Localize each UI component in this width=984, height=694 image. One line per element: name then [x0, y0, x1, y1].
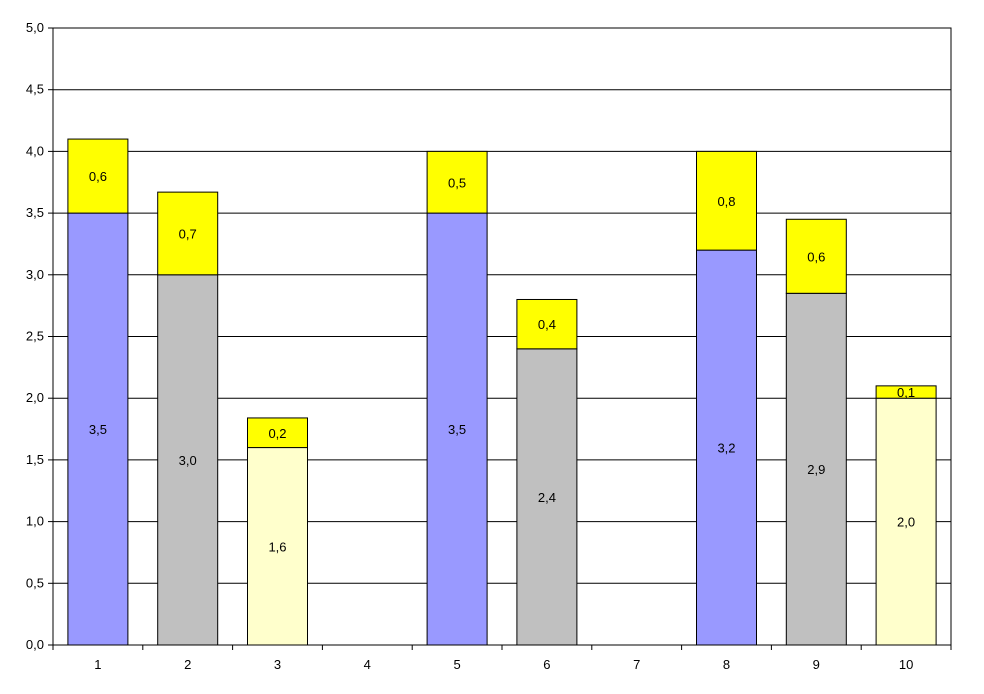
bar-top-segment: [426, 150, 488, 214]
bar-top-segment: [875, 385, 937, 399]
y-tick-label: 2,5: [26, 329, 44, 344]
y-tick-label: 5,0: [26, 20, 44, 35]
data-label-top: 0,6: [89, 169, 107, 184]
data-label-top: 0,5: [448, 175, 466, 190]
y-tick-label: 3,5: [26, 205, 44, 220]
data-label-base: 3,5: [89, 422, 107, 437]
y-tick-label: 1,0: [26, 514, 44, 529]
bar-top-segment: [67, 138, 129, 214]
x-tick-label: 4: [364, 657, 371, 672]
bar-top-segment: [247, 417, 308, 449]
y-tick-labels: 0,0 0,5 1,0 1,5 2,0 2,5 3,0 3,5 4,0 4,5 5,0: [26, 20, 44, 652]
data-label-base: 3,5: [448, 422, 466, 437]
x-tick-label: 9: [813, 657, 820, 672]
data-label-base: 3,0: [179, 453, 197, 468]
data-label-base: 1,6: [268, 539, 286, 554]
bar-base-segment: [426, 212, 488, 646]
axes: [48, 27, 952, 650]
bar-base-segment: [516, 348, 578, 646]
y-tick-label: 2,0: [26, 390, 44, 405]
data-label-top: 0,2: [268, 426, 286, 441]
x-tick-label: 3: [274, 657, 281, 672]
x-tick-label: 6: [543, 657, 550, 672]
y-tick-label: 3,0: [26, 267, 44, 282]
bars-layer: 3,5 0,6 3,0 0,7 1,6 0,2 3,5 0,5 2,4 0,4 3,2 0,8 2,9 0…: [67, 138, 937, 646]
data-label-base: 3,2: [717, 441, 735, 456]
x-tick-label: 5: [453, 657, 460, 672]
bar-base-segment: [67, 212, 129, 646]
y-tick-label: 4,0: [26, 143, 44, 158]
bar-top-segment: [696, 150, 757, 251]
bar-base-segment: [247, 447, 308, 646]
bar-top-segment: [516, 298, 578, 350]
bar-base-segment: [696, 249, 757, 646]
x-tick-label: 2: [184, 657, 191, 672]
x-tick-label: 10: [899, 657, 913, 672]
x-tick-label: 7: [633, 657, 640, 672]
data-label-base: 2,4: [538, 490, 556, 505]
x-tick-labels: 1 2 3 4 5 6 7 8 9 10: [94, 657, 913, 672]
y-tick-label: 0,5: [26, 575, 44, 590]
y-tick-label: 0,0: [26, 637, 44, 652]
data-label-base: 2,9: [807, 462, 825, 477]
x-tick-label: 1: [94, 657, 101, 672]
data-label-top: 0,1: [897, 385, 915, 400]
bar-top-segment: [785, 218, 847, 294]
y-tick-label: 4,5: [26, 82, 44, 97]
bar-base-segment: [157, 274, 219, 646]
x-tick-label: 8: [723, 657, 730, 672]
data-label-top: 0,6: [807, 249, 825, 264]
data-label-top: 0,8: [717, 194, 735, 209]
y-tick-label: 1,5: [26, 452, 44, 467]
data-label-top: 0,4: [538, 317, 556, 332]
bar-top-segment: [157, 191, 219, 276]
bar-base-segment: [875, 397, 937, 646]
bar-base-segment: [785, 292, 847, 646]
data-label-base: 2,0: [897, 515, 915, 530]
data-label-top: 0,7: [179, 226, 197, 241]
